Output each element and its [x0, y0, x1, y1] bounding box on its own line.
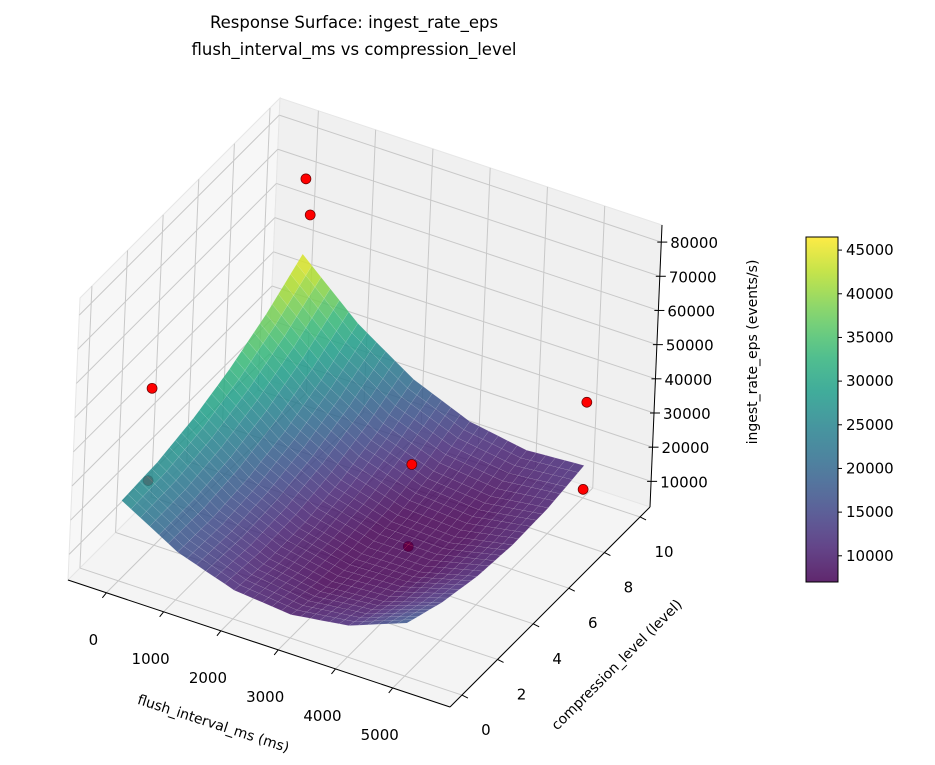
y-tick-label: 4	[552, 650, 562, 668]
y-axis-label: compression_level (level)	[549, 597, 686, 734]
z-tick-label: 40000	[664, 371, 712, 389]
y-tick-label: 8	[624, 579, 634, 597]
gridline-z-back	[277, 148, 660, 277]
y-tick-label: 0	[481, 721, 491, 739]
surface-patch	[550, 484, 567, 495]
gridline-z-back	[273, 251, 656, 380]
z-tick-label: 20000	[662, 439, 710, 457]
x-tick-label: 3000	[246, 688, 284, 706]
response-surface	[121, 253, 585, 626]
colorbar-tick-label: 45000	[846, 241, 894, 259]
z-tick-label: 80000	[670, 234, 718, 252]
z-axis-line	[649, 224, 663, 508]
surface-patch	[397, 619, 413, 624]
y-tick	[639, 516, 647, 521]
x-tick-label: 0	[89, 631, 99, 649]
x-tick	[273, 649, 279, 656]
y-tick	[461, 694, 469, 699]
colorbar-tick-label: 20000	[846, 459, 894, 477]
y-tick-label: 2	[517, 685, 527, 703]
gridline-z-left	[74, 217, 276, 418]
gridline-x-back	[592, 205, 606, 488]
gridline-x-back	[420, 148, 434, 431]
gridline-y-left	[150, 214, 164, 497]
surface-patch	[496, 543, 514, 551]
surface-patch	[408, 612, 426, 617]
colorbar	[805, 236, 839, 583]
gridline-z-left	[70, 319, 271, 521]
gridline-z-left	[76, 183, 277, 384]
z-tick-label: 10000	[660, 473, 708, 491]
data-point	[300, 173, 312, 185]
surface-patch	[413, 609, 431, 614]
data-point	[304, 209, 316, 221]
colorbar-tick-label: 40000	[846, 285, 894, 303]
y-tick	[497, 659, 504, 663]
gridline-z-left	[71, 285, 273, 487]
gridline-z-back	[276, 182, 659, 311]
gridline-z-left	[73, 251, 274, 453]
x-tick	[159, 611, 165, 618]
z-tick-label: 30000	[663, 405, 711, 423]
surface-patch	[490, 548, 508, 556]
x-axis-line	[67, 579, 451, 708]
surface-patch	[484, 554, 502, 561]
x-tick	[331, 668, 336, 675]
gridline-y-left	[115, 250, 129, 533]
chart-subtitle: flush_interval_ms vs compression_level	[191, 40, 517, 59]
z-tick-label: 50000	[666, 337, 714, 355]
x-tick-label: 5000	[361, 726, 399, 744]
colorbar-tick-label: 25000	[846, 416, 894, 434]
y-axis-line	[449, 506, 651, 708]
surface-patch	[449, 584, 466, 590]
chart-title: Response Surface: ingest_rate_eps	[209, 13, 499, 32]
z-tick-label: 70000	[669, 268, 717, 286]
x-tick-label: 2000	[189, 669, 227, 687]
colorbar-tick-label: 30000	[846, 372, 894, 390]
gridline-z-left	[78, 114, 280, 316]
y-tick-label: 6	[588, 614, 598, 632]
x-tick-label: 4000	[303, 707, 341, 725]
surface-patch	[455, 579, 472, 586]
z-axis-label: ingest_rate_eps (events/s)	[745, 260, 761, 445]
gridline-y-floor	[79, 567, 463, 696]
x-tick	[216, 630, 222, 637]
colorbar-tick-label: 10000	[846, 547, 894, 565]
data-point	[581, 396, 593, 408]
surface-patch	[419, 605, 437, 610]
x-tick-label: 1000	[132, 650, 170, 668]
gridline-z-back	[274, 217, 658, 346]
colorbar-tick-label: 15000	[846, 503, 894, 521]
x-tick	[101, 592, 107, 599]
gridline-y-left	[186, 179, 200, 462]
gridline-z-back	[279, 114, 662, 243]
gridline-z-left	[77, 148, 279, 350]
data-point	[406, 459, 418, 470]
gridline-x-back	[477, 167, 491, 450]
colorbar-tick-label: 35000	[846, 328, 894, 346]
data-point	[146, 382, 158, 394]
data-point	[577, 484, 589, 495]
y-tick-label: 10	[654, 543, 673, 561]
x-tick	[388, 687, 394, 694]
gridline-y-left	[79, 286, 93, 569]
y-tick	[532, 623, 540, 628]
y-tick	[568, 587, 576, 592]
gridline-x-back	[534, 186, 548, 469]
z-tick-label: 60000	[667, 302, 715, 320]
y-tick	[604, 552, 611, 557]
gridline-x-floor	[392, 487, 594, 689]
